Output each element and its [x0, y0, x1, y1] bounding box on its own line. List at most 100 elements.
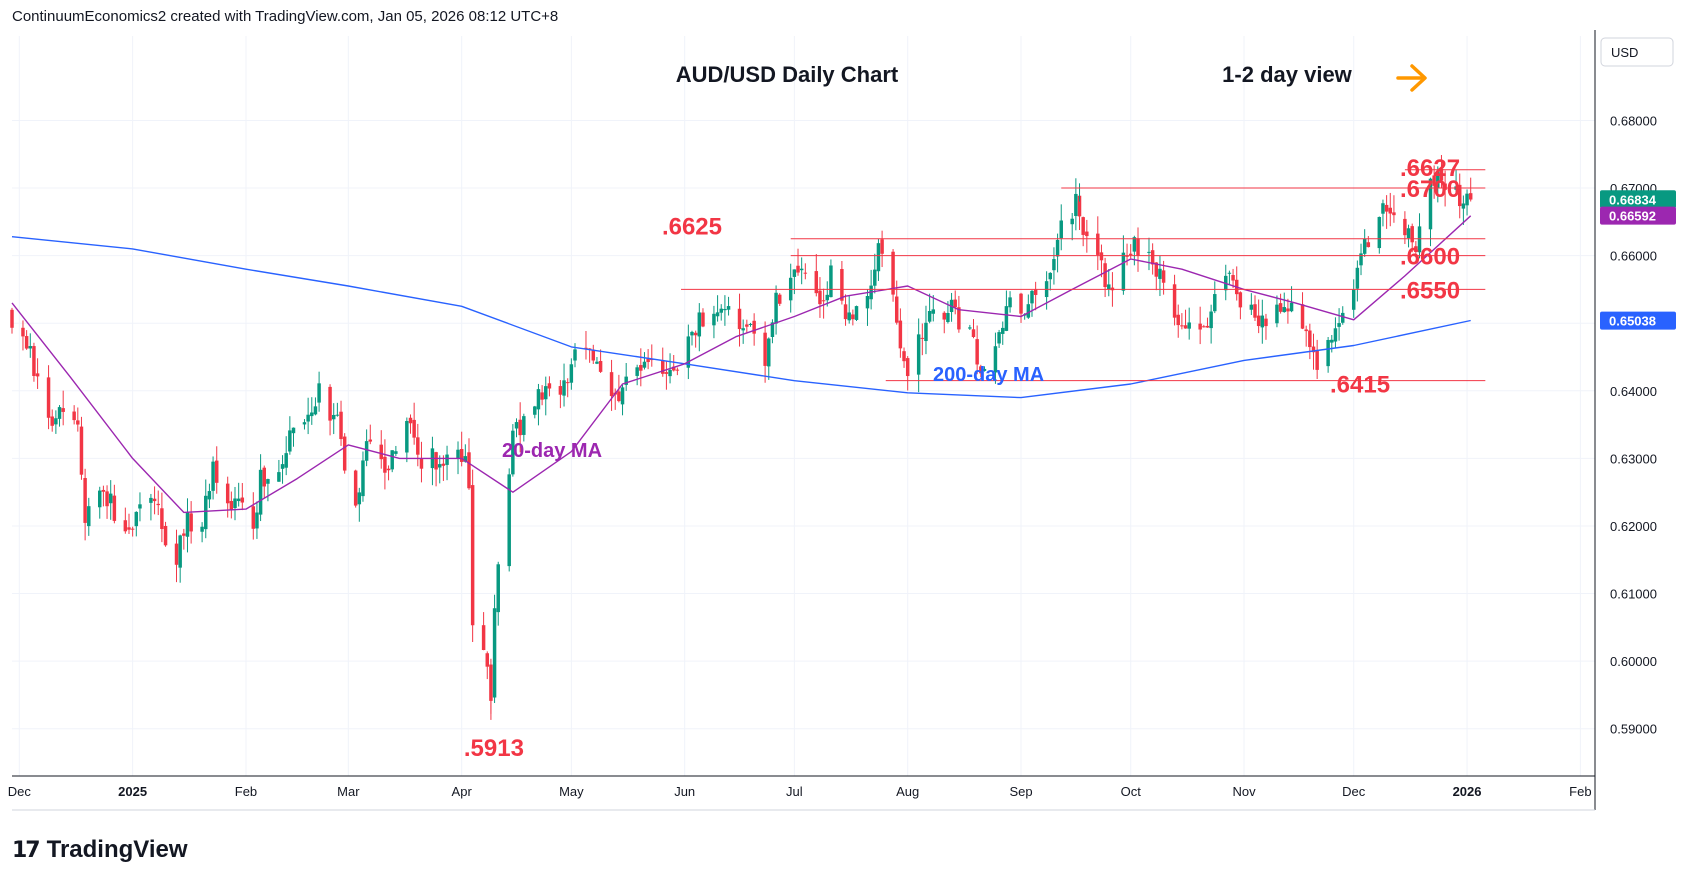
tradingview-logo-icon: 17	[12, 837, 41, 863]
candle-up	[562, 363, 566, 407]
candle-body	[1377, 217, 1382, 249]
candle-down	[156, 490, 160, 516]
candle-up	[204, 479, 208, 539]
candle-up	[302, 419, 307, 430]
candle-up	[207, 483, 212, 509]
candle-body	[924, 322, 928, 342]
candle-down	[383, 439, 387, 490]
candle-up	[1282, 292, 1286, 313]
candle-body	[635, 367, 639, 376]
candle-down	[1099, 244, 1104, 278]
level-label: .6627	[1400, 155, 1460, 182]
candle-down	[1154, 262, 1159, 291]
price-badge-value: 0.66834	[1609, 192, 1657, 207]
currency-label: USD	[1611, 45, 1638, 60]
candle-body	[368, 439, 373, 442]
candle-body	[562, 380, 566, 396]
candle-body	[1381, 203, 1385, 214]
candle-body	[1333, 328, 1338, 342]
time-tick-label: Aug	[896, 784, 919, 799]
candle-body	[277, 472, 281, 482]
tradingview-logo[interactable]: 17 TradingView	[12, 836, 188, 864]
candle-body	[1099, 252, 1104, 261]
candle-body	[514, 422, 519, 429]
candle-up	[255, 501, 259, 539]
candle-body	[386, 468, 391, 471]
candle-body	[1033, 289, 1038, 295]
candle-body	[587, 348, 592, 350]
candle-body	[609, 372, 614, 397]
time-tick-label: Feb	[235, 784, 257, 799]
candle-body	[1468, 193, 1473, 200]
candle-body	[851, 314, 855, 320]
candle-body	[1282, 307, 1286, 313]
level-label: .6700	[1400, 176, 1460, 203]
candle-down	[1150, 243, 1155, 275]
candle-body	[997, 332, 1001, 344]
candle-down	[902, 347, 906, 368]
candle-down	[83, 468, 87, 541]
candle-body	[134, 511, 139, 527]
time-tick-label: Sep	[1009, 784, 1032, 799]
price-tick-label: 0.59000	[1610, 722, 1657, 737]
candle-up	[620, 384, 625, 416]
currency-button[interactable]: USD	[1600, 37, 1674, 67]
candle-body	[98, 490, 102, 508]
candle-down	[587, 348, 592, 363]
candle-up	[792, 269, 797, 295]
candle-body	[547, 383, 552, 389]
candle-down	[130, 526, 135, 537]
candle-up	[726, 296, 731, 316]
candle-body	[233, 498, 237, 509]
candle-body	[1096, 233, 1100, 255]
time-tick-label: May	[559, 784, 584, 799]
candle-body	[1128, 253, 1133, 255]
candle-up	[357, 487, 362, 522]
candle-body	[46, 377, 51, 418]
candle-down	[1286, 298, 1290, 324]
candle-body	[291, 427, 296, 434]
candle-body	[280, 464, 285, 469]
candle-body	[693, 332, 698, 336]
candle-up	[569, 358, 574, 390]
candle-body	[211, 461, 215, 491]
candle-up	[331, 403, 336, 435]
candle-body	[1030, 290, 1034, 304]
candle-body	[507, 474, 511, 567]
candle-body	[1351, 289, 1356, 310]
candle-body	[942, 312, 946, 320]
candle-body	[105, 491, 109, 507]
candle-body	[408, 417, 413, 424]
candle-up	[1227, 270, 1232, 285]
candle-body	[1311, 346, 1316, 353]
candle-up	[288, 416, 292, 455]
candle-body	[737, 308, 742, 330]
candle-up	[335, 402, 340, 417]
candle-down	[163, 521, 168, 547]
candle-up	[847, 295, 851, 324]
candle-up	[266, 478, 270, 502]
candle-down	[942, 311, 946, 334]
candle-body	[310, 412, 314, 417]
candle-body	[28, 346, 33, 349]
candle-down	[752, 313, 756, 346]
orange-arrow-right-icon	[1396, 64, 1427, 92]
candle-body	[1059, 220, 1063, 239]
candle-body	[240, 497, 245, 503]
candle-up	[1355, 260, 1360, 302]
candle-down	[905, 356, 910, 391]
candle-body	[518, 419, 522, 436]
candle-down	[558, 380, 563, 409]
candle-up	[1209, 304, 1213, 344]
candle-body	[236, 498, 241, 502]
candle-up	[507, 468, 511, 572]
candle-body	[770, 322, 775, 338]
candle-down	[459, 431, 464, 467]
candle-down	[328, 384, 332, 436]
candle-up	[595, 357, 599, 365]
candle-body	[1121, 252, 1126, 291]
candle-body	[642, 361, 647, 368]
candle-body	[456, 449, 460, 459]
candle-body	[54, 418, 58, 425]
